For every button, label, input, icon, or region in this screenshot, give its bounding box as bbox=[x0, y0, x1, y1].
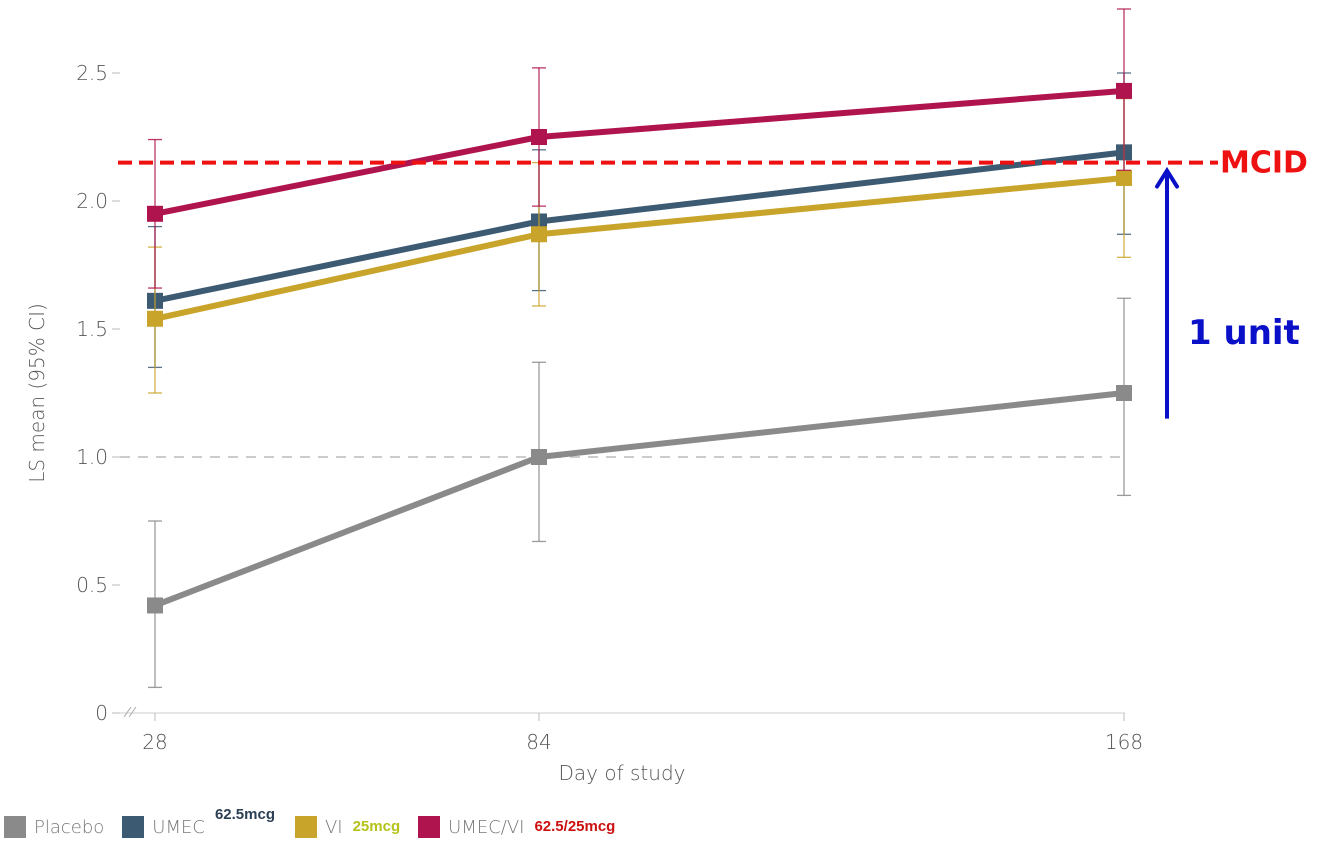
y-tick-label: 0 bbox=[95, 701, 108, 725]
mcid-label: MCID bbox=[1220, 146, 1308, 181]
y-tick-label: 2.0 bbox=[76, 189, 108, 213]
legend-item-umec-vi: UMEC/VI 62.5/25mcg bbox=[418, 816, 615, 838]
data-point bbox=[531, 129, 547, 145]
y-tick-label: 0.5 bbox=[76, 573, 108, 597]
series-umec bbox=[147, 72, 1132, 369]
data-point bbox=[531, 449, 547, 465]
y-tick-label: 2.5 bbox=[76, 61, 108, 85]
legend-label-vi: VI bbox=[324, 816, 343, 838]
data-point bbox=[1116, 385, 1132, 401]
unit-arrow-head bbox=[1155, 166, 1179, 189]
series-line bbox=[153, 390, 1125, 609]
data-point bbox=[147, 597, 163, 614]
legend-swatch-vi bbox=[294, 816, 317, 838]
x-tick-label: 84 bbox=[526, 730, 551, 754]
y-tick-label: 1.0 bbox=[76, 445, 108, 469]
legend-label-umec-vi: UMEC/VI bbox=[448, 816, 525, 838]
series-vi bbox=[147, 97, 1132, 394]
unit-annotation-label: 1 unit bbox=[1188, 313, 1300, 353]
series-umec-vi bbox=[147, 8, 1132, 289]
legend-dose-vi: 25mcg bbox=[352, 818, 401, 835]
data-point bbox=[1116, 82, 1132, 99]
y-axis-title: LS mean (95% CI) bbox=[25, 303, 49, 483]
data-point bbox=[147, 205, 163, 222]
x-tick-label: 168 bbox=[1105, 730, 1143, 754]
legend-label-placebo: Placebo bbox=[34, 816, 105, 838]
x-axis-title: Day of study bbox=[559, 761, 686, 785]
series-placebo bbox=[147, 297, 1132, 689]
axis-break-mark bbox=[123, 706, 137, 718]
legend-swatch-placebo bbox=[4, 816, 26, 838]
y-tick-label: 1.5 bbox=[76, 317, 108, 341]
series-line bbox=[154, 87, 1125, 217]
x-tick-label: 28 bbox=[142, 730, 167, 754]
series-line bbox=[154, 174, 1125, 322]
data-point bbox=[147, 310, 163, 327]
legend-swatch-umec-vi bbox=[418, 816, 441, 838]
legend-dose-umec: 62.5mcg bbox=[214, 806, 275, 823]
legend-label-umec: UMEC bbox=[152, 816, 205, 838]
legend: Placebo UMEC 62.5mcg VI 25mcg UMEC/VI 62… bbox=[4, 807, 633, 842]
data-point bbox=[1116, 169, 1132, 186]
legend-item-placebo: Placebo bbox=[4, 816, 104, 838]
legend-item-umec: UMEC 62.5mcg bbox=[122, 807, 277, 838]
legend-item-vi: VI 25mcg bbox=[294, 816, 401, 838]
data-point bbox=[531, 226, 547, 243]
legend-swatch-umec bbox=[122, 816, 145, 838]
legend-dose-umec-vi: 62.5/25mcg bbox=[534, 818, 616, 835]
